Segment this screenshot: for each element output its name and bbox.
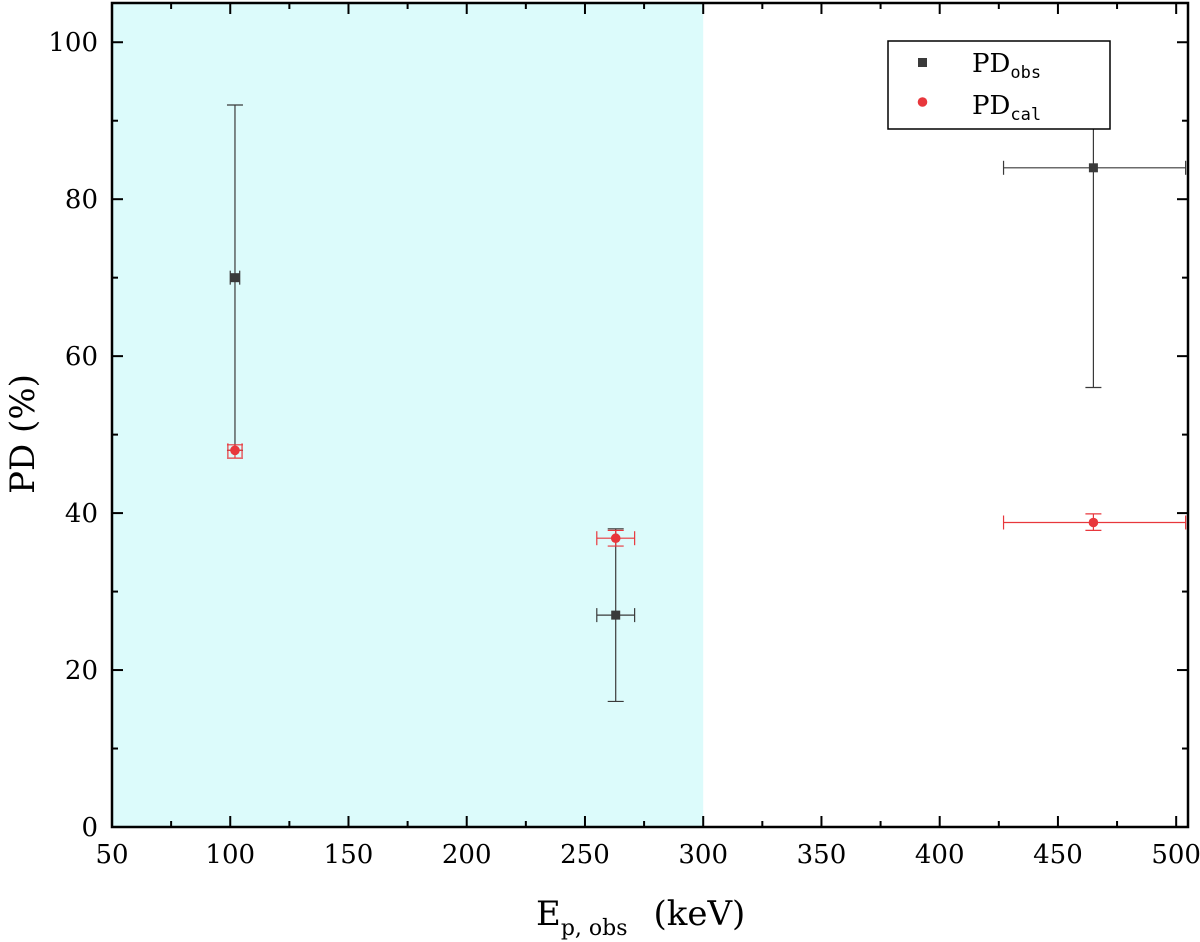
data-point-square <box>611 610 621 620</box>
x-tick-label: 400 <box>915 840 965 870</box>
y-tick-label: 20 <box>65 656 98 686</box>
y-tick-label: 80 <box>65 185 98 215</box>
shaded-region <box>112 3 704 827</box>
x-tick-label: 50 <box>95 840 128 870</box>
y-tick-label: 40 <box>65 499 98 529</box>
data-point-square <box>230 273 240 283</box>
x-axis-title: Ep, obs (keV) <box>536 894 745 941</box>
x-tick-label: 200 <box>442 840 492 870</box>
data-point-circle <box>610 533 621 544</box>
legend-label-obs: PDobs <box>972 49 1041 83</box>
x-tick-label: 450 <box>1033 840 1083 870</box>
x-tick-label: 100 <box>205 840 255 870</box>
legend-label-cal: PDcal <box>972 91 1041 125</box>
x-tick-label: 150 <box>324 840 374 870</box>
y-ticks: 0 20 40 60 80 100 <box>48 28 1188 843</box>
x-tick-label: 300 <box>678 840 728 870</box>
y-tick-label: 0 <box>81 813 98 843</box>
x-ticks: 50 100 150 200 250 300 350 400 450 500 <box>95 3 1200 870</box>
y-tick-label: 100 <box>48 28 98 58</box>
y-tick-label: 60 <box>65 342 98 372</box>
legend-circle-icon <box>917 97 928 107</box>
data-point-square <box>1088 163 1098 173</box>
legend-box <box>887 40 1111 130</box>
y-axis-title: PD (%) <box>3 374 43 494</box>
data-point-circle <box>1088 517 1099 528</box>
legend: PDobs PDcal <box>887 40 1111 130</box>
x-tick-label: 350 <box>797 840 847 870</box>
x-tick-label: 250 <box>560 840 610 870</box>
legend-square-icon <box>918 58 927 67</box>
data-markers <box>230 163 1099 620</box>
data-point-circle <box>230 445 240 456</box>
plot-frame <box>110 1 1190 829</box>
x-tick-label: 500 <box>1151 840 1200 870</box>
